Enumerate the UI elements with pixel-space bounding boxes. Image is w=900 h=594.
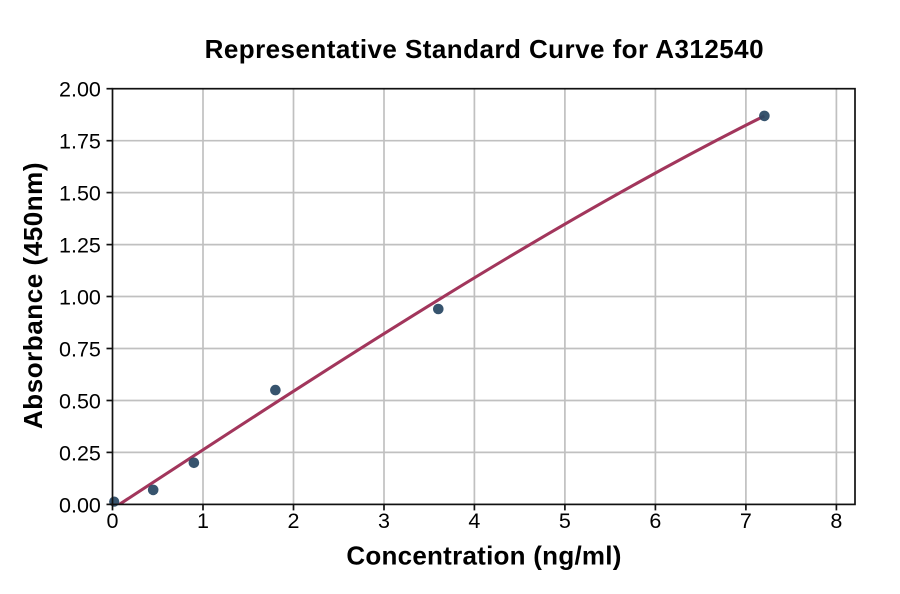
svg-text:5: 5 — [559, 509, 571, 533]
svg-text:1.25: 1.25 — [59, 234, 101, 258]
svg-text:Representative Standard Curve: Representative Standard Curve for A31254… — [205, 34, 764, 64]
svg-text:0: 0 — [107, 509, 119, 533]
svg-text:6: 6 — [649, 509, 661, 533]
svg-text:3: 3 — [378, 509, 390, 533]
svg-text:Concentration (ng/ml): Concentration (ng/ml) — [346, 540, 621, 570]
svg-text:1.00: 1.00 — [59, 286, 101, 310]
svg-text:1.75: 1.75 — [59, 130, 101, 154]
svg-text:1.50: 1.50 — [59, 182, 101, 206]
svg-text:0.75: 0.75 — [59, 338, 101, 362]
svg-text:0.00: 0.00 — [59, 493, 101, 517]
svg-text:2: 2 — [288, 509, 300, 533]
svg-text:1: 1 — [197, 509, 209, 533]
svg-text:0.25: 0.25 — [59, 441, 101, 465]
svg-text:Absorbance (450nm): Absorbance (450nm) — [18, 162, 48, 429]
svg-text:8: 8 — [830, 509, 842, 533]
svg-text:4: 4 — [468, 509, 480, 533]
svg-text:2.00: 2.00 — [59, 78, 101, 102]
svg-text:0.50: 0.50 — [59, 390, 101, 414]
svg-text:7: 7 — [740, 509, 752, 533]
